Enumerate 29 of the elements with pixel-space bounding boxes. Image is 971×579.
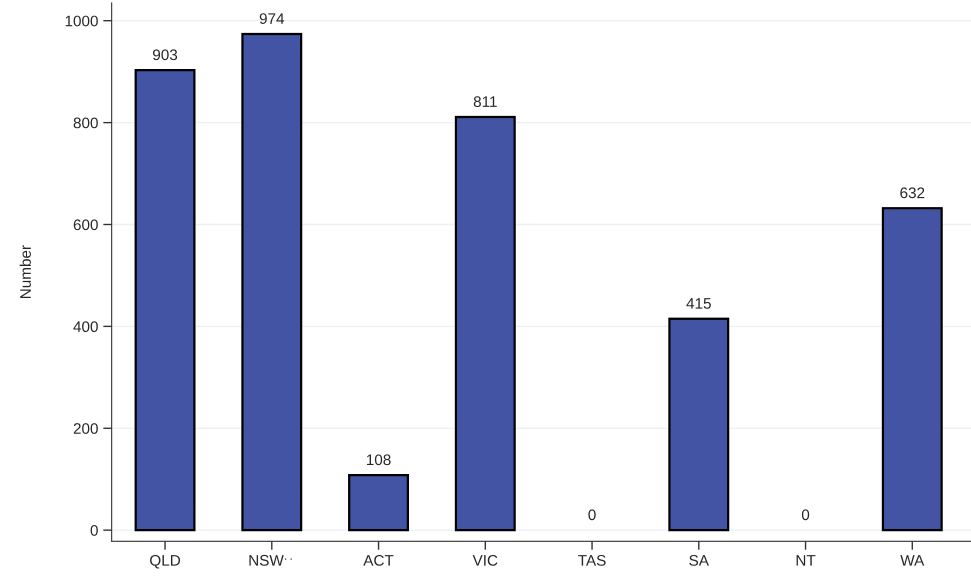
data-label: 811 (474, 96, 497, 108)
data-label: 632 (900, 187, 924, 198)
bar (454, 116, 516, 532)
x-tick-label: VIC (472, 554, 498, 566)
data-label: 0 (588, 509, 596, 520)
x-tick-label: TAS (578, 554, 606, 566)
data-label: 0 (802, 509, 810, 520)
y-tick-label: 1000 (66, 16, 98, 26)
data-label: 415 (686, 298, 711, 309)
bar (134, 69, 196, 532)
bar (668, 318, 730, 532)
y-tick-label: 400 (73, 321, 98, 332)
x-tick-label: NSW$^{..}$ (249, 554, 292, 566)
y-tick-label: 600 (74, 219, 98, 230)
data-label: 903 (153, 49, 178, 60)
x-tick-label: SA (689, 554, 709, 566)
x-tick-label: QLD (150, 554, 180, 569)
y-tick-label: 800 (74, 117, 98, 128)
bar (348, 474, 410, 532)
data-label: 974 (260, 13, 284, 24)
bar (882, 207, 943, 532)
y-tick-label: 200 (74, 423, 98, 434)
y-axis-title: Number (20, 245, 31, 298)
bar (241, 32, 302, 532)
x-tick-label: ACT (363, 554, 394, 566)
x-tick-label: WA (900, 555, 924, 566)
x-tick-label: NT (796, 555, 816, 566)
data-label: 108 (366, 454, 391, 466)
y-tick-label: 0 (90, 525, 98, 536)
